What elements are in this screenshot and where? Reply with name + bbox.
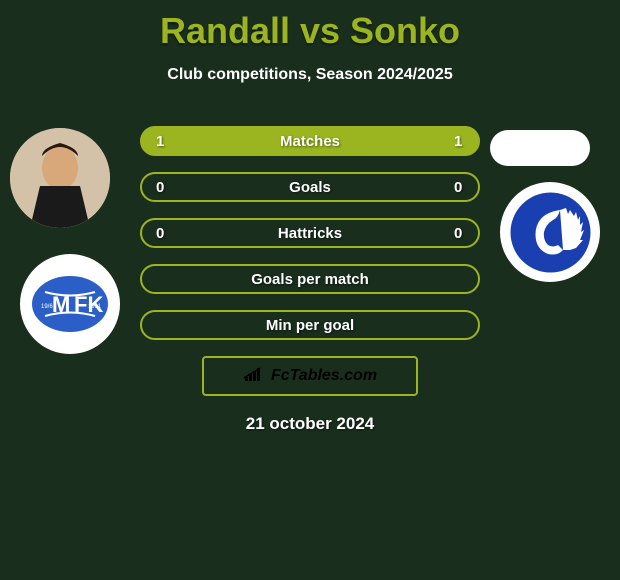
club-left-badge: M FK 19/6 1911 [20, 254, 120, 354]
stat-left-value: 0 [156, 225, 166, 242]
stat-label: Goals per match [251, 271, 369, 288]
svg-text:1911: 1911 [88, 304, 102, 310]
stat-label: Hattricks [278, 225, 342, 242]
comparison-content: M FK 19/6 1911 1 Matches 1 0 Goals 0 0 H… [0, 114, 620, 434]
player-left-photo [10, 128, 110, 228]
stat-right-value: 0 [454, 179, 464, 196]
stat-right-value: 1 [454, 133, 464, 150]
svg-text:M: M [52, 292, 70, 317]
club-right-badge [500, 182, 600, 282]
stat-right-value: 0 [454, 225, 464, 242]
brand-text: FcTables.com [271, 367, 377, 385]
stat-label: Min per goal [266, 317, 354, 334]
brand-box: FcTables.com [202, 356, 418, 396]
svg-text:19/6: 19/6 [41, 304, 53, 310]
stat-left-value: 0 [156, 179, 166, 196]
comparison-date: 21 october 2024 [0, 414, 620, 434]
chart-icon [243, 365, 265, 388]
comparison-title: Randall vs Sonko [0, 0, 620, 52]
stat-label: Matches [280, 133, 340, 150]
stat-row-min-per-goal: Min per goal [140, 310, 480, 340]
stat-label: Goals [289, 179, 331, 196]
stats-list: 1 Matches 1 0 Goals 0 0 Hattricks 0 Goal… [140, 114, 480, 340]
player-right-photo-placeholder [490, 130, 590, 166]
stat-row-matches: 1 Matches 1 [140, 126, 480, 156]
stat-row-hattricks: 0 Hattricks 0 [140, 218, 480, 248]
stat-left-value: 1 [156, 133, 166, 150]
stat-row-goals-per-match: Goals per match [140, 264, 480, 294]
stat-row-goals: 0 Goals 0 [140, 172, 480, 202]
comparison-subtitle: Club competitions, Season 2024/2025 [0, 66, 620, 84]
